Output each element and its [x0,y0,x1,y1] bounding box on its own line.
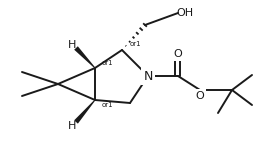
Polygon shape [74,100,95,124]
Text: H: H [68,121,76,131]
Text: or1: or1 [129,41,141,47]
Text: O: O [174,49,182,59]
Text: O: O [196,91,204,101]
Text: H: H [68,40,76,50]
Text: or1: or1 [101,60,113,66]
Text: OH: OH [177,8,193,18]
Text: or1: or1 [101,102,113,108]
Polygon shape [74,46,95,68]
Text: N: N [143,69,153,83]
